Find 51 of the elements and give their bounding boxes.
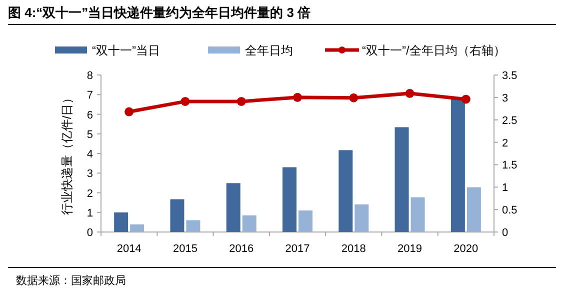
- bar: [394, 127, 409, 232]
- bar: [338, 150, 353, 232]
- bar: [282, 167, 296, 232]
- y-tick-label: 8: [86, 70, 93, 82]
- bar: [114, 212, 128, 232]
- chart-title: 图 4:“双十一”当日快递件量约为全年日均件量的 3 倍: [8, 5, 311, 20]
- legend-label: 全年日均: [245, 44, 293, 58]
- x-tick-label: 2019: [398, 243, 422, 255]
- bar: [170, 199, 184, 232]
- legend-label: “双十一”当日: [92, 44, 160, 58]
- y-tick-label: 4: [86, 148, 93, 160]
- point: [124, 107, 134, 116]
- point: [461, 94, 470, 104]
- bar: [186, 220, 200, 232]
- bar: [466, 187, 481, 232]
- y-axis-title: 行业快递量（亿件/日）: [60, 92, 74, 216]
- y-tick-label: 3: [86, 168, 93, 180]
- y2-tick-label: 2.5: [502, 114, 518, 127]
- point: [236, 96, 246, 106]
- y-tick-label: 7: [86, 90, 93, 102]
- bar: [226, 183, 240, 232]
- source-note: 数据来源：国家邮政局: [16, 274, 126, 287]
- bar: [354, 204, 369, 232]
- y2-tick-label: 3: [502, 92, 508, 104]
- x-tick-label: 2014: [116, 243, 142, 255]
- legend-label: “双十一”/全年日均（右轴）: [362, 44, 506, 58]
- y-tick-label: 0: [86, 227, 93, 239]
- bar: [450, 98, 465, 232]
- y-tick-label: 1: [86, 207, 93, 220]
- y-tick-label: 6: [86, 109, 93, 122]
- bar: [410, 197, 425, 232]
- point: [405, 88, 414, 98]
- x-tick-label: 2016: [229, 243, 254, 255]
- point: [349, 93, 358, 102]
- y2-tick-label: 1.5: [502, 160, 518, 172]
- x-tick-label: 2018: [341, 243, 366, 255]
- y2-tick-label: 0.5: [502, 204, 518, 217]
- bar: [298, 210, 312, 232]
- bar: [130, 224, 144, 232]
- y2-tick-label: 2: [502, 137, 508, 150]
- y-tick-label: 5: [86, 128, 93, 141]
- point: [180, 96, 190, 106]
- y2-tick-label: 3.5: [502, 70, 518, 82]
- x-tick-label: 2015: [172, 243, 198, 255]
- x-tick-label: 2017: [285, 243, 310, 255]
- y2-tick-label: 1: [502, 182, 508, 194]
- bar: [242, 215, 256, 232]
- x-tick-label: 2020: [454, 243, 478, 255]
- y-tick-label: 2: [86, 188, 93, 200]
- point: [293, 92, 302, 102]
- y2-tick-label: 0: [502, 227, 508, 239]
